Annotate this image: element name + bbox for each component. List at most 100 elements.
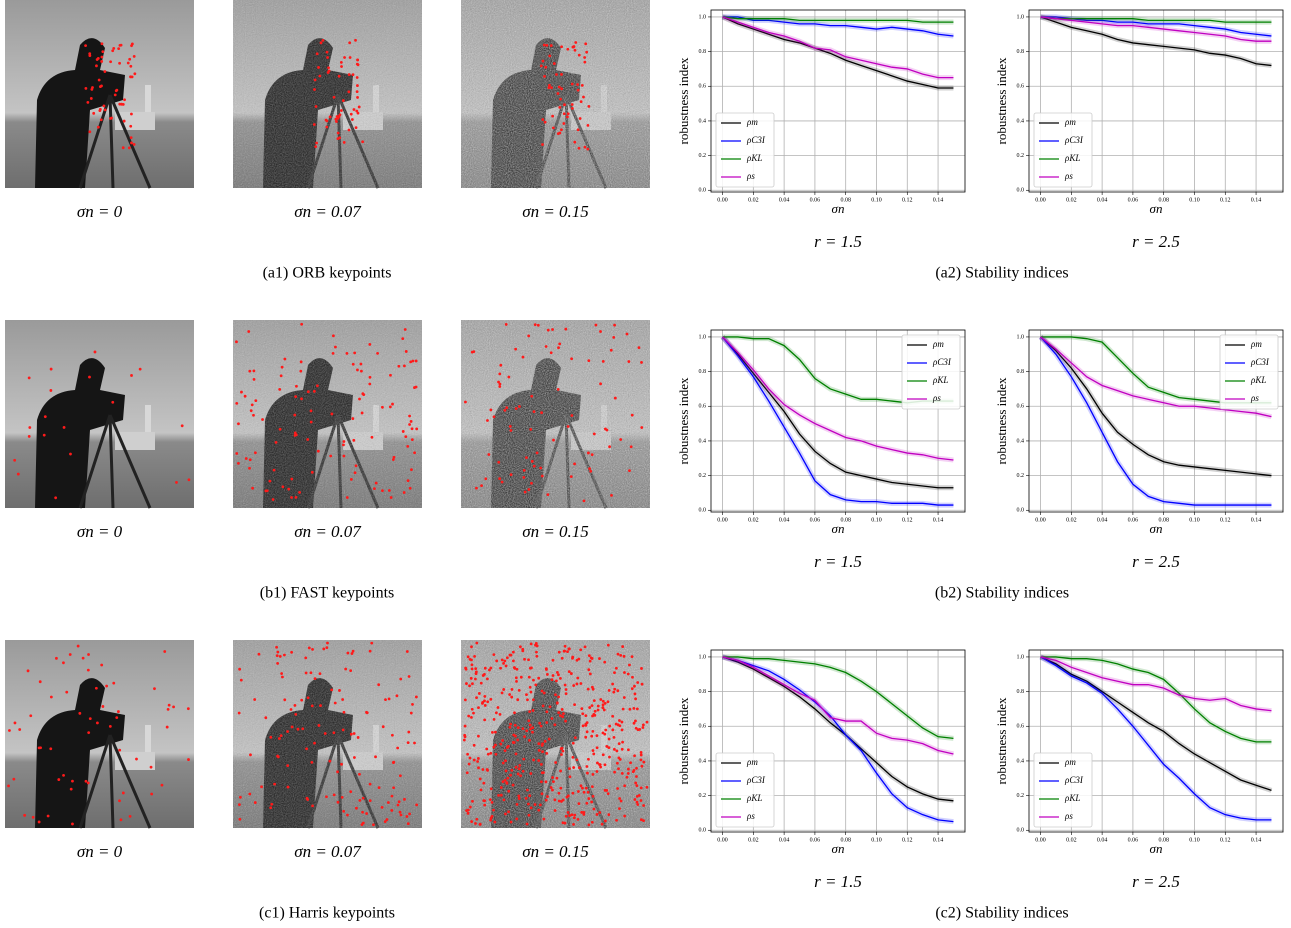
keypoint	[27, 376, 31, 380]
keypoint	[621, 645, 625, 648]
keypoint	[576, 676, 580, 680]
keypoint	[515, 802, 519, 806]
keypoint	[273, 782, 277, 786]
keypoint	[391, 402, 394, 406]
keypoint	[583, 645, 587, 649]
keypoint	[543, 739, 547, 743]
keypoint	[389, 496, 393, 499]
keypoint	[488, 668, 491, 672]
keypoint	[497, 794, 500, 797]
keypoint	[316, 449, 320, 453]
keypoint	[238, 667, 242, 671]
keypoint	[481, 674, 485, 677]
keypoint	[93, 350, 97, 354]
noise	[461, 320, 650, 508]
keypoint	[582, 499, 586, 503]
keypoint	[549, 351, 553, 355]
series-line	[722, 336, 954, 506]
keypoint	[620, 772, 624, 775]
keypoint	[71, 779, 74, 783]
keypoint	[122, 119, 126, 123]
keypoint	[514, 752, 518, 756]
keypoint	[403, 364, 406, 368]
keypoint	[611, 714, 615, 718]
keypoint	[368, 782, 372, 786]
keypoint	[498, 713, 502, 716]
keypoint	[642, 804, 646, 807]
keypoint	[294, 395, 298, 398]
series-line	[722, 656, 954, 823]
keypoint	[87, 731, 91, 735]
keypoint	[351, 417, 355, 420]
keypoint	[315, 141, 319, 145]
keypoint	[314, 105, 318, 108]
keypoint	[12, 777, 16, 781]
image-caption: σn = 0.15	[522, 842, 589, 861]
keypoint	[305, 747, 308, 751]
keypoint	[583, 145, 587, 149]
keypoint	[535, 451, 539, 455]
keypoint	[515, 667, 519, 671]
keypoint	[540, 474, 544, 478]
keypoint	[572, 45, 576, 48]
keypoint	[640, 361, 643, 364]
keypoint	[310, 760, 314, 764]
keypoint	[238, 817, 242, 821]
keypoint	[626, 672, 630, 676]
keypoint	[538, 803, 542, 807]
keypoint	[503, 408, 507, 412]
keypoint	[641, 726, 645, 729]
keypoint	[577, 53, 581, 57]
keypoint	[470, 716, 473, 719]
keypoint	[587, 104, 591, 108]
y-tick-label: 1.0	[1017, 334, 1025, 340]
y-axis-label: robustness index	[676, 697, 691, 785]
keypoint	[38, 680, 42, 684]
y-tick-label: 0.6	[699, 724, 707, 730]
keypoint	[386, 801, 390, 804]
keypoint	[332, 793, 336, 797]
keypoint	[132, 54, 136, 58]
keypoint	[584, 735, 588, 739]
keypoint	[560, 128, 563, 132]
keypoint	[605, 428, 609, 432]
keypoint	[334, 345, 337, 349]
keypoint	[499, 666, 502, 670]
keypoint	[560, 753, 563, 756]
keypoint	[407, 730, 411, 734]
keypoint	[532, 678, 535, 682]
y-tick-label: 0.2	[1017, 153, 1025, 159]
keypoint	[612, 690, 616, 694]
keypoint	[317, 724, 321, 727]
keypoint	[253, 801, 257, 804]
keypoint	[489, 666, 493, 670]
keypoint	[504, 812, 507, 816]
photo	[233, 0, 422, 189]
keypoint	[595, 746, 599, 750]
keypoint	[562, 649, 566, 653]
keypoint	[521, 727, 525, 731]
keypoint	[516, 772, 520, 776]
keypoint	[545, 673, 549, 676]
keypoint	[355, 806, 358, 810]
keypoint	[601, 706, 605, 710]
series-line	[722, 656, 954, 802]
keypoint	[642, 760, 646, 764]
keypoint	[306, 438, 310, 441]
keypoint	[599, 765, 602, 769]
keypoint	[390, 794, 394, 798]
keypoint	[388, 405, 392, 409]
keypoint	[468, 684, 471, 688]
image-caption: σn = 0.07	[294, 202, 362, 221]
keypoint	[478, 822, 482, 826]
keypoint	[570, 357, 574, 361]
keypoint	[563, 644, 567, 648]
keypoint	[335, 120, 338, 123]
keypoint	[582, 790, 586, 794]
keypoint	[505, 406, 509, 410]
keypoint	[564, 692, 568, 696]
keypoint	[636, 728, 640, 732]
keypoint	[383, 820, 387, 824]
keypoint	[631, 770, 635, 774]
keypoint	[406, 444, 410, 448]
